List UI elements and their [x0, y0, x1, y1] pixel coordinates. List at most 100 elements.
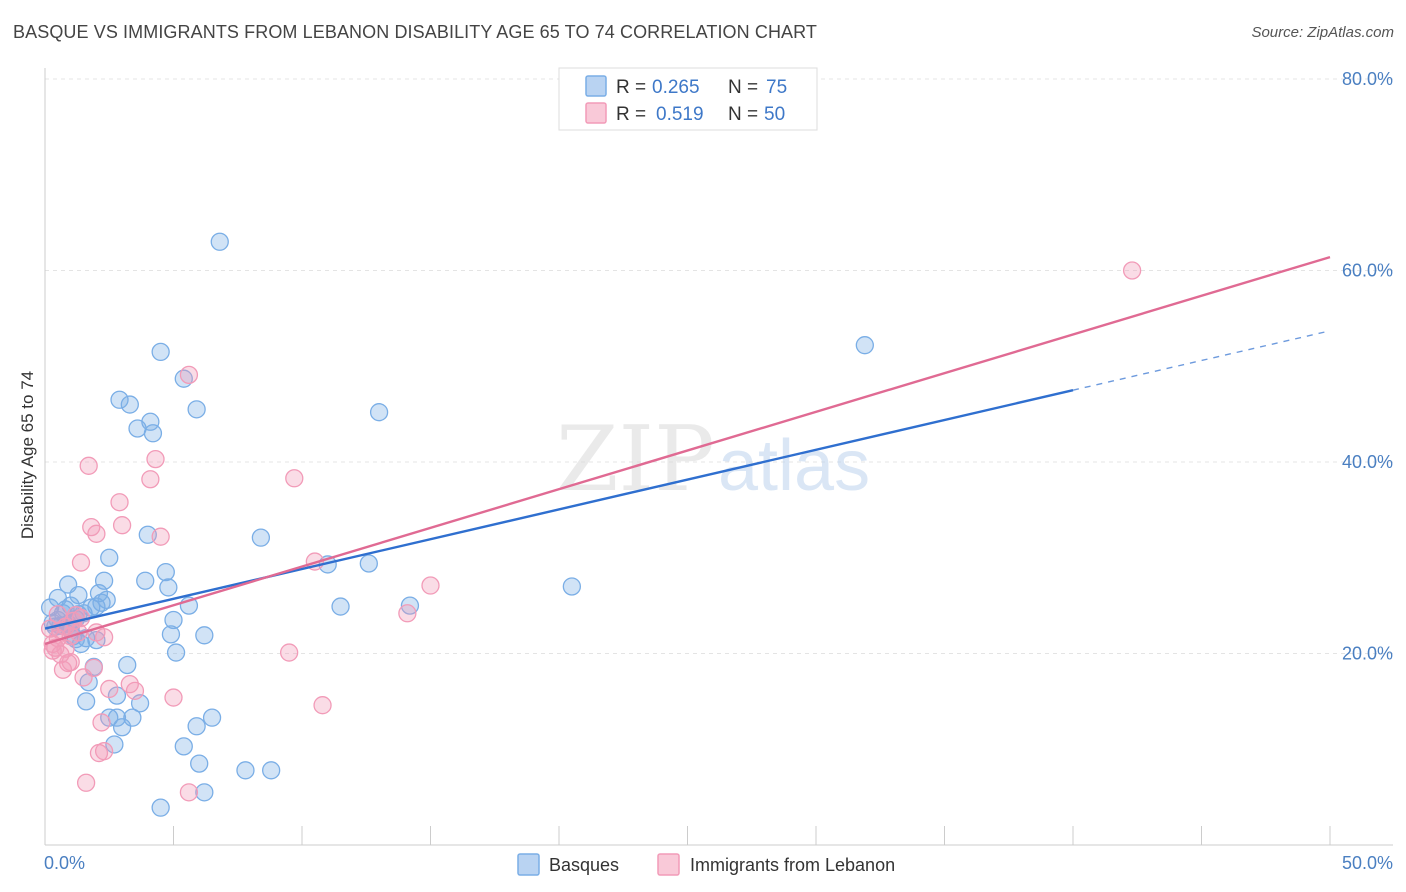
legend-n-value: 75 [766, 77, 787, 98]
legend-row-lebanon: R = 0.519 N = 50 [585, 102, 785, 125]
data-point [562, 577, 581, 596]
x-tick-label: 50.0% [1342, 853, 1393, 873]
bottom-legend-label-lebanon: Immigrants from Lebanon [690, 855, 895, 875]
data-point [179, 783, 199, 802]
data-point [195, 626, 214, 645]
trend-line-lebanon [44, 255, 1331, 646]
trend-lines [44, 255, 1331, 646]
legend-r-label: R = [616, 77, 646, 98]
data-point [79, 456, 98, 475]
data-point [161, 625, 181, 644]
data-points [40, 232, 1142, 817]
data-point [262, 761, 281, 780]
data-point [187, 400, 206, 419]
bottom-legend: Basques Immigrants from Lebanon [517, 853, 895, 876]
data-point [164, 610, 183, 630]
data-point [164, 688, 183, 707]
data-point [236, 761, 255, 780]
data-point [151, 342, 170, 362]
data-point [76, 692, 96, 711]
y-tick-label: 60.0% [1342, 261, 1393, 281]
axes [44, 68, 1393, 846]
data-point [156, 562, 175, 582]
data-point [105, 735, 124, 754]
data-point [141, 470, 160, 489]
data-point [118, 655, 137, 675]
data-point [123, 708, 142, 727]
data-point [71, 553, 91, 572]
watermark: ZIP atlas [556, 407, 870, 512]
data-point [84, 658, 103, 678]
legend-r-label: R = [616, 104, 646, 125]
tick-labels: 20.0% 40.0% 60.0% 80.0% 0.0% 50.0% [44, 69, 1393, 873]
data-point [69, 585, 88, 605]
data-point [359, 554, 378, 573]
legend-row-basques: R = 0.265 N = 75 [585, 75, 787, 98]
data-point [174, 737, 193, 756]
data-point [313, 696, 332, 715]
data-point [1122, 261, 1142, 280]
data-point [112, 516, 132, 535]
y-axis-label: Disability Age 65 to 74 [18, 371, 37, 539]
data-point [151, 798, 170, 817]
data-point [251, 528, 271, 547]
data-point [855, 336, 874, 355]
data-point [94, 628, 114, 647]
data-point [100, 679, 119, 699]
data-point [398, 604, 417, 623]
legend-swatch-basques [585, 75, 607, 97]
data-point [94, 571, 114, 590]
source-label: Source: ZipAtlas.com [1251, 24, 1394, 41]
data-point [141, 412, 160, 431]
y-tick-label: 80.0% [1342, 69, 1393, 89]
data-point [369, 403, 389, 422]
data-point [279, 643, 299, 662]
data-point [421, 576, 440, 595]
data-point [195, 783, 214, 802]
data-point [166, 643, 186, 662]
legend-swatch-lebanon [585, 102, 607, 124]
data-point [179, 365, 199, 385]
data-point [125, 681, 145, 700]
data-point [87, 524, 106, 543]
bottom-legend-swatch-lebanon [657, 853, 680, 876]
trend-line-basques-extension [1072, 330, 1331, 391]
bottom-legend-label-basques: Basques [549, 855, 619, 875]
data-point [92, 713, 111, 732]
data-point [92, 593, 111, 612]
data-point [120, 395, 139, 414]
data-point [100, 548, 119, 567]
data-point [285, 469, 304, 488]
data-point [202, 708, 222, 727]
data-point [210, 232, 229, 251]
top-legend: R = 0.265 N = 75 R = 0.519 N = 50 [558, 67, 818, 131]
legend-r-value: 0.265 [652, 77, 700, 98]
series-basques [40, 232, 874, 817]
legend-r-value: 0.519 [656, 104, 704, 125]
gridlines [45, 78, 1393, 654]
data-point [94, 742, 114, 761]
data-point [143, 424, 163, 443]
data-point [187, 717, 206, 736]
chart-title: BASQUE VS IMMIGRANTS FROM LEBANON DISABI… [13, 22, 818, 42]
x-tick-label: 0.0% [44, 853, 85, 873]
y-tick-label: 20.0% [1342, 644, 1393, 664]
data-point [159, 578, 178, 597]
data-point [151, 527, 170, 546]
watermark-zip: ZIP [556, 407, 715, 512]
data-point [110, 390, 129, 409]
data-point [190, 754, 209, 773]
y-tick-label: 40.0% [1342, 452, 1393, 472]
legend-n-label: N = [728, 77, 758, 98]
data-point [331, 597, 350, 616]
data-point [136, 571, 155, 590]
legend-n-value: 50 [764, 104, 785, 125]
legend-n-label: N = [728, 104, 758, 125]
data-point [97, 590, 116, 610]
data-point [61, 652, 80, 672]
data-point [76, 773, 96, 792]
data-point [110, 493, 129, 512]
trend-line-basques [44, 389, 1074, 630]
data-point [146, 449, 165, 469]
